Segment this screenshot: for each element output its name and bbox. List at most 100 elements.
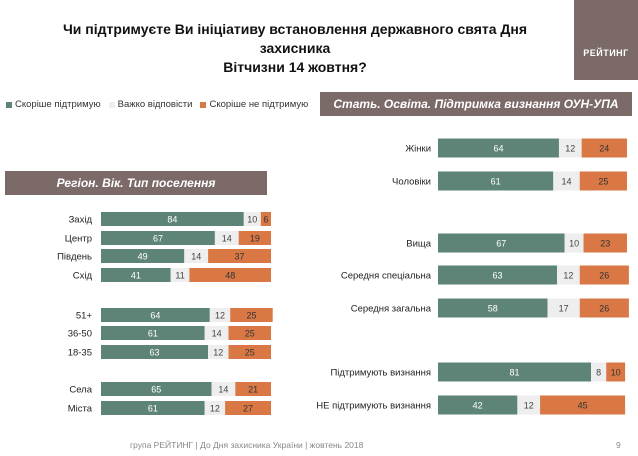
bar-segment bbox=[101, 345, 209, 359]
left-section-title: Регіон. Вік. Тип поселення bbox=[56, 176, 216, 190]
bar-segment bbox=[101, 268, 171, 282]
data-label: 8 bbox=[596, 368, 601, 378]
data-label: 26 bbox=[599, 304, 609, 314]
data-label: 23 bbox=[600, 239, 610, 249]
data-label: 14 bbox=[562, 177, 572, 187]
legend-swatch-hard-to-say bbox=[108, 101, 115, 108]
category-label: Середня спеціальна bbox=[341, 271, 432, 282]
bar-segment bbox=[579, 298, 629, 318]
legend-swatch-support bbox=[6, 101, 12, 108]
data-label: 64 bbox=[150, 311, 160, 321]
bar-segment bbox=[101, 231, 215, 245]
data-label: 25 bbox=[598, 177, 608, 187]
data-label: 84 bbox=[167, 215, 177, 225]
category-label: Середня загальна bbox=[351, 304, 432, 315]
data-label: 48 bbox=[225, 271, 235, 281]
right-section-title: Стать. Освіта. Підтримка визнання ОУН-УП… bbox=[333, 97, 619, 111]
left-section-header: Регіон. Вік. Тип поселення bbox=[5, 171, 267, 195]
data-label: 49 bbox=[138, 252, 148, 262]
legend-swatch-not-support bbox=[200, 101, 207, 108]
bar-segment bbox=[438, 265, 558, 285]
data-label: 45 bbox=[578, 401, 588, 411]
category-label: Міста bbox=[68, 404, 93, 415]
category-label: 18-35 bbox=[68, 348, 92, 359]
data-label: 37 bbox=[235, 252, 245, 262]
rating-logo: РЕЙТИНГ bbox=[574, 0, 638, 80]
data-label: 61 bbox=[491, 177, 501, 187]
bar-segment bbox=[204, 401, 226, 415]
right-section-header: Стать. Освіта. Підтримка визнання ОУН-УП… bbox=[320, 92, 632, 116]
title-line-1: Чи підтримуєте Ви ініціативу встановленн… bbox=[62, 21, 528, 56]
category-label: Села bbox=[69, 385, 92, 396]
data-label: 81 bbox=[510, 368, 520, 378]
legend-item-support: Скоріше підтримую bbox=[6, 99, 101, 110]
category-label: Схід bbox=[73, 271, 93, 282]
bar-segment bbox=[438, 233, 565, 253]
data-label: 25 bbox=[246, 311, 256, 321]
data-label: 58 bbox=[488, 304, 498, 314]
bar-segment bbox=[260, 212, 271, 226]
bar-segment bbox=[101, 249, 185, 263]
data-label: 19 bbox=[250, 234, 260, 244]
data-label: 12 bbox=[215, 311, 225, 321]
data-label: 12 bbox=[565, 144, 575, 154]
bar-segment bbox=[184, 249, 209, 263]
data-label: 6 bbox=[263, 215, 268, 225]
bar-segment bbox=[553, 171, 580, 191]
category-label: НЕ підтримують визнання bbox=[316, 401, 431, 412]
data-label: 12 bbox=[563, 271, 573, 281]
category-label: Центр bbox=[65, 234, 92, 245]
chart-title: Чи підтримуєте Ви ініціативу встановленн… bbox=[30, 20, 560, 77]
bar-segment bbox=[238, 231, 271, 245]
page-number: 9 bbox=[616, 440, 621, 450]
data-label: 10 bbox=[247, 215, 257, 225]
bar-segment bbox=[438, 138, 559, 158]
bar-segment bbox=[583, 233, 627, 253]
data-label: 21 bbox=[248, 385, 258, 395]
bar-segment bbox=[101, 212, 244, 226]
category-label: Чоловіки bbox=[392, 177, 431, 188]
data-label: 14 bbox=[191, 252, 201, 262]
legend-label-not-support: Скоріше не підтримую bbox=[209, 99, 309, 110]
title-line-2: Вітчизни 14 жовтня? bbox=[223, 59, 367, 75]
data-label: 61 bbox=[148, 329, 158, 339]
data-label: 14 bbox=[222, 234, 232, 244]
legend-item-hard-to-say: Важко відповісти bbox=[108, 99, 192, 110]
bar-segment bbox=[101, 308, 210, 322]
bar-segment bbox=[540, 395, 626, 415]
data-label: 63 bbox=[493, 271, 503, 281]
data-label: 65 bbox=[151, 385, 161, 395]
footer: група РЕЙТИНГ | До Дня захисника України… bbox=[130, 440, 364, 450]
bar-segment bbox=[209, 308, 231, 322]
data-label: 25 bbox=[245, 348, 255, 358]
bar-segment bbox=[204, 326, 229, 340]
data-label: 14 bbox=[212, 329, 222, 339]
category-label: Жінки bbox=[405, 144, 431, 155]
bar-segment bbox=[101, 382, 212, 396]
bar-segment bbox=[228, 326, 271, 340]
bar-segment bbox=[579, 265, 629, 285]
bar-segment bbox=[189, 268, 271, 282]
bar-segment bbox=[438, 362, 592, 382]
category-label: Підтримують визнання bbox=[330, 368, 431, 379]
category-label: 36-50 bbox=[68, 329, 92, 340]
data-label: 61 bbox=[148, 404, 158, 414]
logo-text: РЕЙТИНГ bbox=[583, 48, 629, 58]
bar-segment bbox=[591, 362, 607, 382]
data-label: 67 bbox=[153, 234, 163, 244]
data-label: 12 bbox=[210, 404, 220, 414]
bar-segment bbox=[438, 395, 518, 415]
data-label: 17 bbox=[559, 304, 569, 314]
data-label: 11 bbox=[175, 271, 184, 281]
bar-segment bbox=[547, 298, 580, 318]
data-label: 10 bbox=[611, 368, 621, 378]
category-label: 51+ bbox=[76, 311, 93, 322]
bar-segment bbox=[235, 382, 271, 396]
data-label: 63 bbox=[150, 348, 160, 358]
bar-segment bbox=[606, 362, 626, 382]
data-label: 25 bbox=[245, 329, 255, 339]
category-label: Вища bbox=[406, 239, 431, 250]
bar-segment bbox=[438, 171, 554, 191]
bar-segment bbox=[438, 298, 548, 318]
bar-segment bbox=[558, 138, 582, 158]
